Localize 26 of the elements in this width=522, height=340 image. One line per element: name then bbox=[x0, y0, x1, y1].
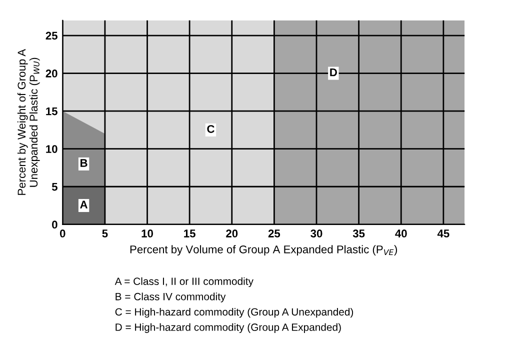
y-tick-label: 10 bbox=[46, 145, 58, 153]
text: B = Class IV commodity bbox=[116, 292, 226, 302]
x-tick-label: 0 bbox=[60, 230, 66, 238]
x-tick-label: 20 bbox=[226, 230, 238, 238]
annotation: D bbox=[330, 68, 337, 76]
x-tick-label: 10 bbox=[142, 230, 153, 238]
x-tick-label: 25 bbox=[268, 230, 280, 238]
y-tick-label: 15 bbox=[46, 107, 58, 116]
text: C = High-hazard commodity (Group A Unexpanded) bbox=[115, 308, 354, 318]
y-tick-label: 25 bbox=[46, 32, 58, 40]
x-tick-label: 40 bbox=[395, 230, 407, 238]
y-tick-label: 20 bbox=[46, 70, 58, 78]
y-tick-label: 5 bbox=[52, 183, 58, 191]
x-tick-label: 5 bbox=[102, 230, 108, 238]
text: A = Class I, II or III commodity bbox=[114, 277, 254, 288]
annotation: B bbox=[80, 159, 88, 167]
y-axis-title: Percent by Weight of Group A Unexpanded Plastic (P$_{WU}$) bbox=[17, 49, 40, 195]
annotation: A bbox=[80, 200, 88, 208]
x-tick-label: 15 bbox=[184, 230, 196, 238]
y-tick-label: 0 bbox=[52, 220, 58, 229]
x-tick-label: 35 bbox=[352, 230, 365, 238]
annotation: C bbox=[207, 125, 214, 133]
x-tick-label: 45 bbox=[437, 230, 450, 238]
x-tick-label: 30 bbox=[310, 230, 322, 238]
x-axis-title: Percent by Volume of Group A Expanded Plastic (P$_{VE}$) bbox=[130, 245, 397, 256]
text: D = High-hazard commodity (Group A Expanded) bbox=[116, 323, 341, 333]
